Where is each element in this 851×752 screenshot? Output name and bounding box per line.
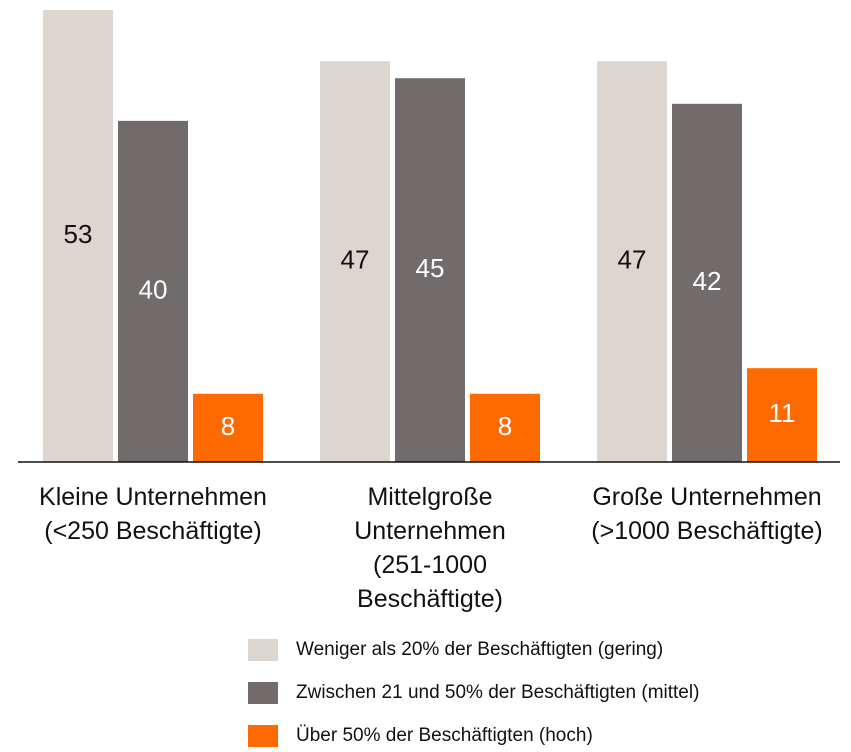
- legend-swatch: [248, 725, 278, 747]
- legend-label: Über 50% der Beschäftigten (hoch): [296, 725, 593, 746]
- value-label: 8: [221, 411, 235, 441]
- value-label: 40: [139, 274, 168, 304]
- bar: [395, 78, 465, 463]
- category-label: Kleine Unternehmen (<250 Beschäftigte): [39, 483, 267, 545]
- category-label: Mittelgroße Unternehmen (251-1000 Beschä…: [354, 483, 506, 613]
- bar: [193, 393, 263, 462]
- value-label: 47: [341, 244, 370, 274]
- bar: [597, 61, 667, 463]
- bar: [320, 61, 390, 463]
- legend-label: Weniger als 20% der Beschäftigten (gerin…: [296, 639, 663, 660]
- legend-label: Zwischen 21 und 50% der Beschäftigten (m…: [296, 682, 699, 703]
- bar: [470, 393, 540, 462]
- value-label: 8: [498, 411, 512, 441]
- value-label: 42: [693, 266, 722, 296]
- legend-swatch: [248, 639, 278, 661]
- bar: [118, 120, 188, 463]
- bar: [43, 10, 113, 462]
- legend-swatch: [248, 682, 278, 704]
- value-label: 45: [416, 253, 445, 283]
- value-label: 53: [64, 219, 93, 249]
- bar: [747, 368, 817, 462]
- value-label: 47: [618, 244, 647, 274]
- value-label: 11: [769, 398, 796, 428]
- category-label: Große Unternehmen (>1000 Beschäftigte): [591, 483, 823, 545]
- bar: [672, 103, 742, 463]
